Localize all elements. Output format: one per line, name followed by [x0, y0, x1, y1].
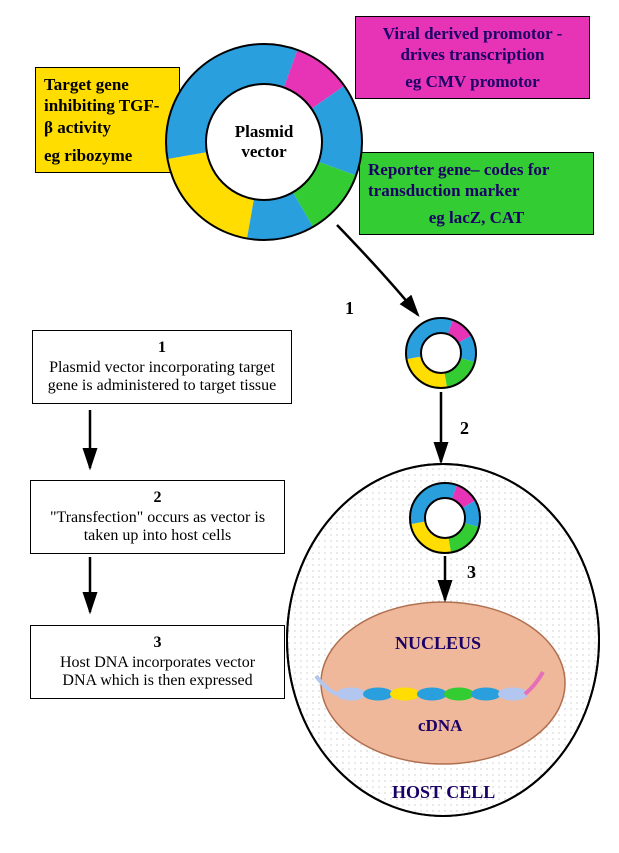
step-3-num: 3	[41, 634, 274, 652]
step-box-3: 3 Host DNA incorporates vector DNA which…	[30, 625, 285, 699]
step-3-text: Host DNA incorporates vector DNA which i…	[41, 654, 274, 690]
step-arrow-23	[0, 0, 619, 853]
